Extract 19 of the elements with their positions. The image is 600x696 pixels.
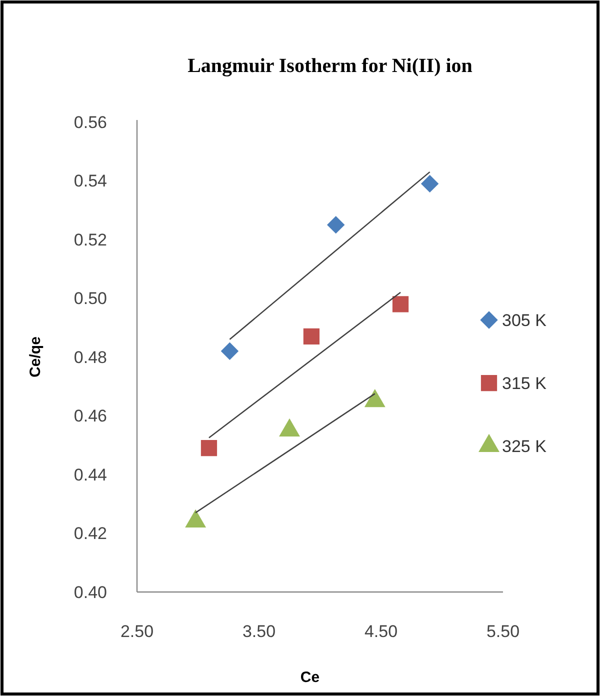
x-tick-label: 5.50 bbox=[486, 622, 520, 641]
y-tick-label: 0.44 bbox=[74, 465, 107, 484]
chart-title: Langmuir Isotherm for Ni(II) ion bbox=[188, 55, 472, 77]
y-tick-label: 0.48 bbox=[74, 348, 107, 367]
x-tick-label: 2.50 bbox=[120, 622, 154, 641]
legend-label: 325 K bbox=[502, 436, 548, 456]
legend-label: 315 K bbox=[502, 374, 548, 393]
y-tick-label: 0.46 bbox=[74, 406, 107, 426]
y-tick-label: 0.42 bbox=[74, 524, 107, 544]
x-tick-label: 3.50 bbox=[242, 622, 276, 641]
x-tick-label: 4.50 bbox=[364, 622, 398, 641]
y-tick-label: 0.56 bbox=[74, 112, 107, 132]
y-tick-label: 0.54 bbox=[74, 172, 107, 191]
y-tick-label: 0.40 bbox=[74, 582, 107, 602]
x-axis-title: Ce bbox=[300, 669, 320, 686]
legend-label: 305 K bbox=[502, 310, 548, 330]
y-tick-label: 0.50 bbox=[74, 289, 107, 308]
y-axis-title: Ce/qe bbox=[27, 336, 44, 378]
y-tick-label: 0.52 bbox=[74, 230, 107, 250]
